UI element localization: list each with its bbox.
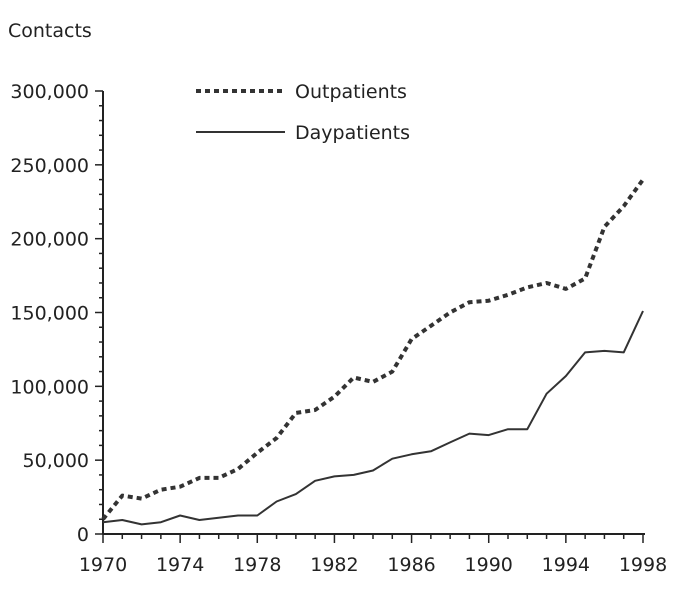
x-tick-label: 1978 xyxy=(233,554,281,576)
x-tick-label: 1982 xyxy=(310,554,358,576)
y-tick-label: 100,000 xyxy=(10,376,89,398)
y-tick-label: 50,000 xyxy=(23,450,89,472)
x-tick-label: 1970 xyxy=(79,554,127,576)
series-line-daypatients xyxy=(102,310,644,526)
series-layer xyxy=(101,178,645,526)
x-tick-label: 1974 xyxy=(156,554,204,576)
x-tick-label: 1998 xyxy=(619,554,667,576)
legend: Outpatients Daypatients xyxy=(196,81,410,144)
y-tick-label: 300,000 xyxy=(10,81,89,103)
x-tick-label: 1990 xyxy=(465,554,513,576)
y-axis-label: Contacts xyxy=(8,20,92,42)
legend-label-daypatients: Daypatients xyxy=(295,122,410,144)
axes xyxy=(102,91,645,535)
x-tick-label: 1986 xyxy=(387,554,435,576)
y-tick-label: 200,000 xyxy=(10,229,89,251)
x-axis-ticks: 1970 1974 1978 1982 1986 1990 1994 1998 xyxy=(79,534,667,576)
y-tick-label: 250,000 xyxy=(10,155,89,177)
series-line-outpatients xyxy=(101,178,645,521)
y-axis-ticks: 0 50,000 100,000 150,000 200,000 250,000 300,0… xyxy=(10,81,103,546)
y-tick-label: 0 xyxy=(77,524,89,546)
legend-label-outpatients: Outpatients xyxy=(295,81,407,103)
x-tick-label: 1994 xyxy=(542,554,590,576)
y-tick-label: 150,000 xyxy=(10,303,89,325)
